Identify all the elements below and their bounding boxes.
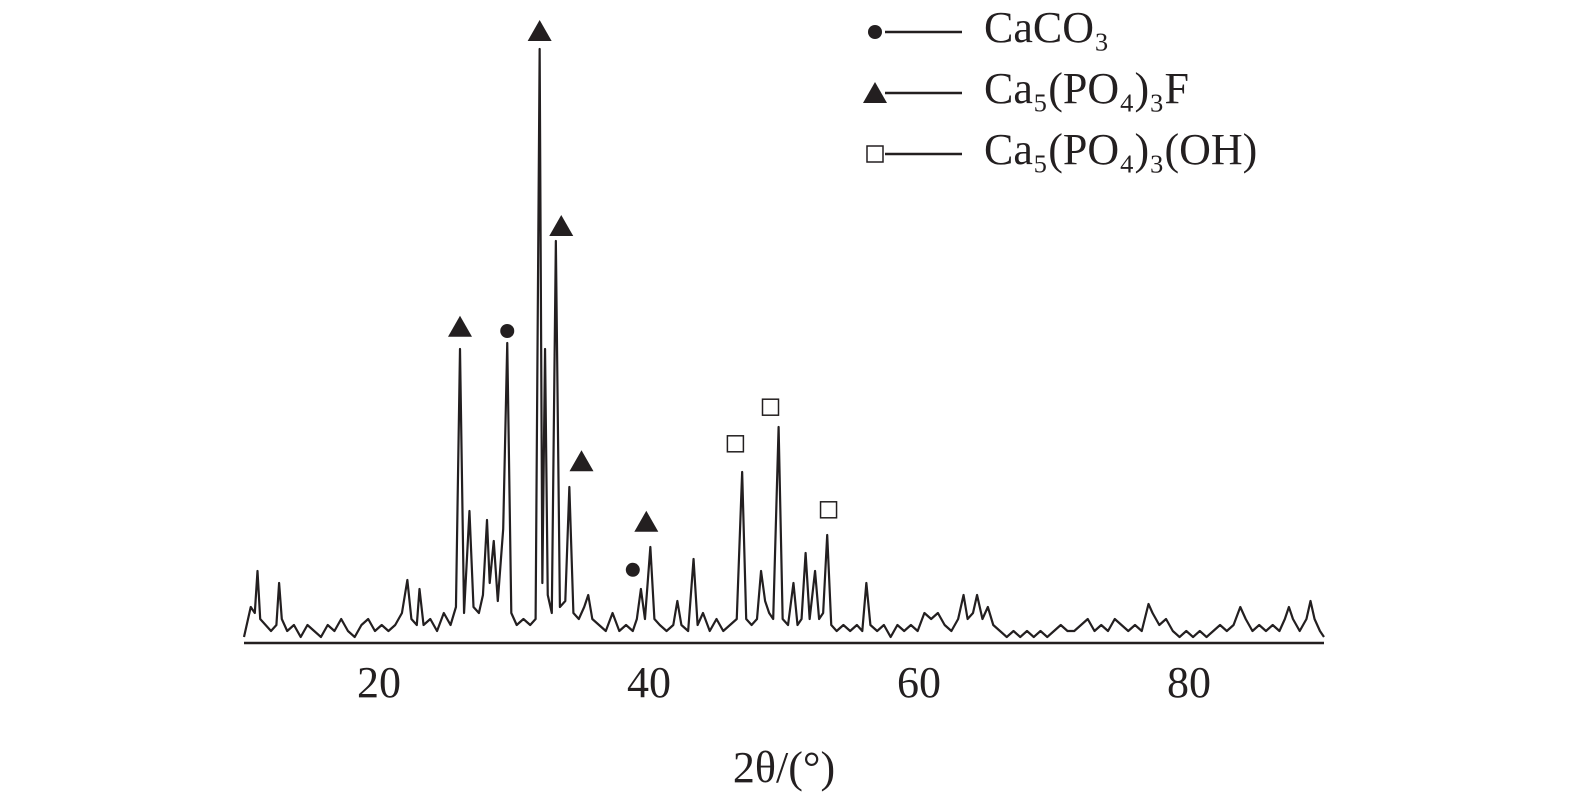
x-tick-label: 80 xyxy=(1167,658,1211,707)
x-axis-title: 2θ/(°) xyxy=(733,743,835,792)
legend-marker xyxy=(868,25,882,39)
legend-text: Ca₅(PO₄)₃F xyxy=(984,64,1189,113)
x-tick-label: 60 xyxy=(897,658,941,707)
legend-marker xyxy=(863,82,887,103)
peak-marker xyxy=(448,315,472,337)
peak-marker xyxy=(500,324,515,338)
x-tick-label: 40 xyxy=(627,658,671,707)
peak-marker xyxy=(527,20,552,41)
peak-marker xyxy=(634,510,659,532)
peak-marker xyxy=(726,435,745,453)
legend-marker xyxy=(866,145,884,163)
legend-text: CaCO₃ xyxy=(984,3,1109,52)
x-tick-label: 20 xyxy=(357,658,401,707)
peak-marker xyxy=(549,215,574,236)
peak-marker xyxy=(819,501,838,519)
xrd-trace xyxy=(242,47,1325,639)
peak-marker xyxy=(569,450,594,472)
peak-marker xyxy=(761,398,780,416)
legend-text: Ca₅(PO₄)₃(OH) xyxy=(984,125,1257,174)
peak-marker xyxy=(625,562,640,577)
